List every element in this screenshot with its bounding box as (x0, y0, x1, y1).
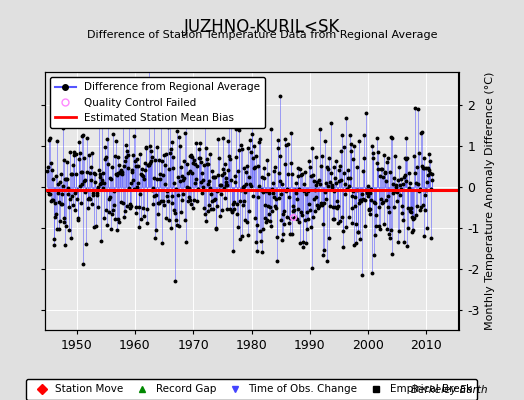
Text: Difference of Station Temperature Data from Regional Average: Difference of Station Temperature Data f… (87, 30, 437, 40)
Text: Berkeley Earth: Berkeley Earth (411, 385, 487, 395)
Y-axis label: Monthly Temperature Anomaly Difference (°C): Monthly Temperature Anomaly Difference (… (485, 72, 496, 330)
Legend: Station Move, Record Gap, Time of Obs. Change, Empirical Break: Station Move, Record Gap, Time of Obs. C… (26, 379, 477, 400)
Text: JUZHNO-KURIL<SK: JUZHNO-KURIL<SK (184, 18, 340, 36)
